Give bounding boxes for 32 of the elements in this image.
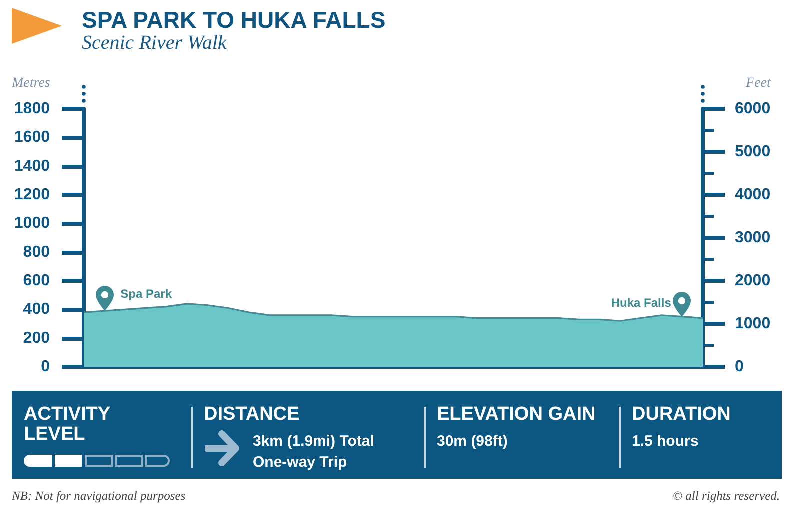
y2-tick-label: 1000 xyxy=(735,316,771,332)
y-tick-label: 1000 xyxy=(14,215,50,232)
annotation: Spa Park xyxy=(120,287,172,302)
text: ELEVATION GAIN xyxy=(437,404,597,425)
y2-tick-label: 5000 xyxy=(735,144,771,160)
y-tick-label: 1800 xyxy=(14,100,50,118)
y-axis-title: Metres xyxy=(12,76,50,92)
text: DURATION xyxy=(632,404,732,425)
y2-tick-label: 4000 xyxy=(735,186,771,204)
text: NB: Not for navigational purposes xyxy=(12,489,186,504)
text: 3km (1.9mi) Total One-way Trip xyxy=(253,432,376,473)
y-tick-label: 800 xyxy=(23,244,50,261)
y2-tick-label: 3000 xyxy=(735,230,771,246)
y-tick-label: 400 xyxy=(23,301,50,318)
y2-tick-label: 6000 xyxy=(735,100,771,118)
chart-title: SPA PARK TO HUKA FALLS xyxy=(82,7,386,34)
y-tick-label: 200 xyxy=(23,330,50,347)
y-tick-label: 1400 xyxy=(14,158,50,175)
text: © all rights reserved. xyxy=(673,489,780,504)
text: 30m (98ft) xyxy=(437,432,509,452)
y-tick-label: 0 xyxy=(41,358,50,376)
chart-subtitle: Scenic River Walk xyxy=(82,32,227,55)
y2-axis-title: Feet xyxy=(746,76,771,92)
y-tick-label: 1600 xyxy=(14,129,50,146)
text: DISTANCE xyxy=(204,404,301,425)
text: ACTIVITY LEVEL xyxy=(24,404,112,445)
y-tick-label: 1200 xyxy=(14,186,50,204)
text: 1.5 hours xyxy=(632,432,700,452)
annotation: Huka Falls xyxy=(611,296,672,310)
y2-tick-label: 0 xyxy=(735,358,744,376)
y-tick-label: 600 xyxy=(23,272,50,290)
y2-tick-label: 2000 xyxy=(735,272,771,290)
